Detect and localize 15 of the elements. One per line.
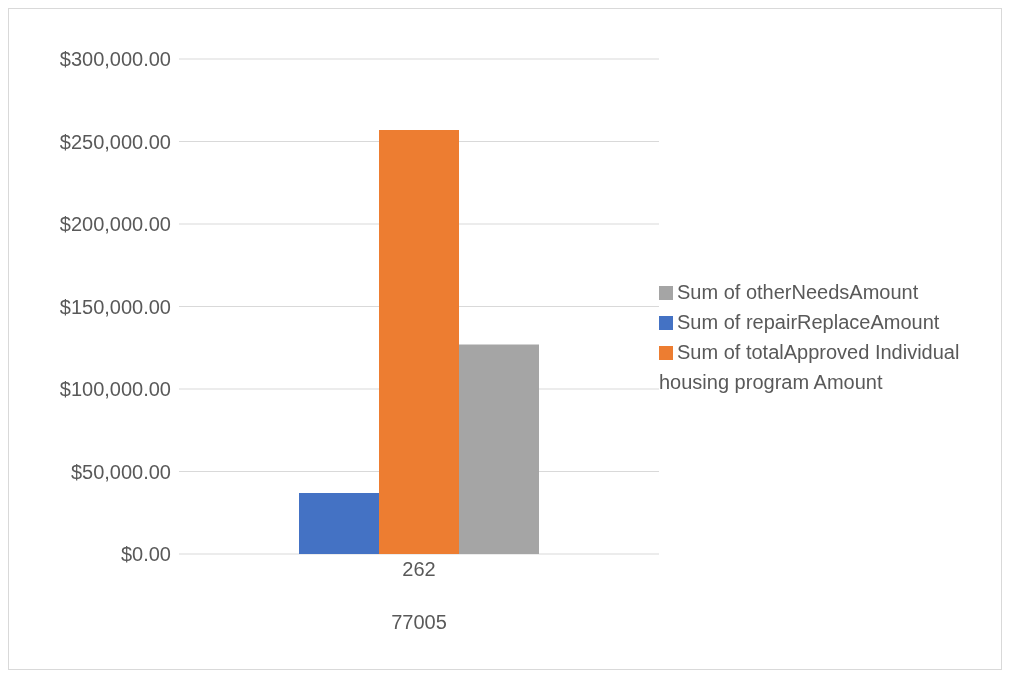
y-tick-label: $100,000.00 [59, 378, 171, 401]
y-tick-label: $200,000.00 [59, 213, 171, 236]
legend-label: Sum of totalApproved Individual housing program Amount [659, 340, 960, 393]
bar [459, 344, 539, 554]
bar [299, 492, 379, 554]
y-tick-label: $50,000.00 [70, 460, 171, 483]
x-axis-title: 77005 [391, 611, 447, 633]
bar [379, 129, 459, 554]
y-tick-label: $150,000.00 [59, 295, 171, 318]
legend-label: Sum of repairReplaceAmount [677, 310, 940, 333]
y-tick-label: $0.00 [120, 543, 171, 566]
legend-label: Sum of otherNeedsAmount [677, 280, 919, 303]
x-tick-label: 262 [402, 558, 436, 581]
y-tick-label: $300,000.00 [59, 48, 171, 71]
y-tick-label: $250,000.00 [59, 130, 171, 153]
